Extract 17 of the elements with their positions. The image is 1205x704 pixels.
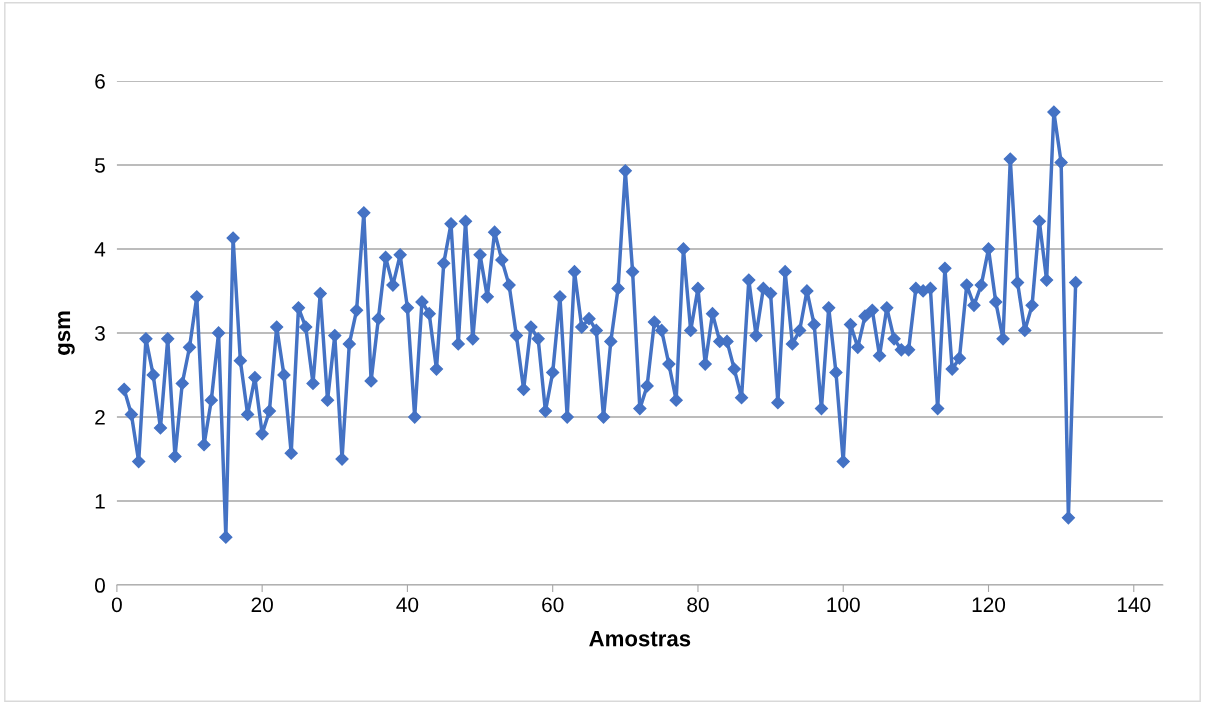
y-tick-label: 0 xyxy=(95,578,105,593)
x-tick-label: 20 xyxy=(251,597,273,613)
x-tick-label: 0 xyxy=(111,597,122,613)
y-tick-label: 5 xyxy=(95,158,105,173)
x-tick-label: 120 xyxy=(972,597,1006,613)
y-tick-label: 3 xyxy=(94,325,105,341)
x-tick-label: 140 xyxy=(1117,597,1151,613)
x-tick-label: 40 xyxy=(396,597,419,613)
x-tick-label: 100 xyxy=(827,597,860,613)
x-axis-title: Amostras xyxy=(589,630,691,647)
x-tick-label: 60 xyxy=(542,597,564,613)
y-tick-label: 2 xyxy=(95,410,105,425)
y-tick-label: 1 xyxy=(95,494,105,509)
y-axis-title: gsm xyxy=(58,311,75,355)
x-tick-label: 80 xyxy=(687,597,709,613)
y-tick-label: 6 xyxy=(95,73,105,89)
y-tick-label: 4 xyxy=(94,242,106,257)
